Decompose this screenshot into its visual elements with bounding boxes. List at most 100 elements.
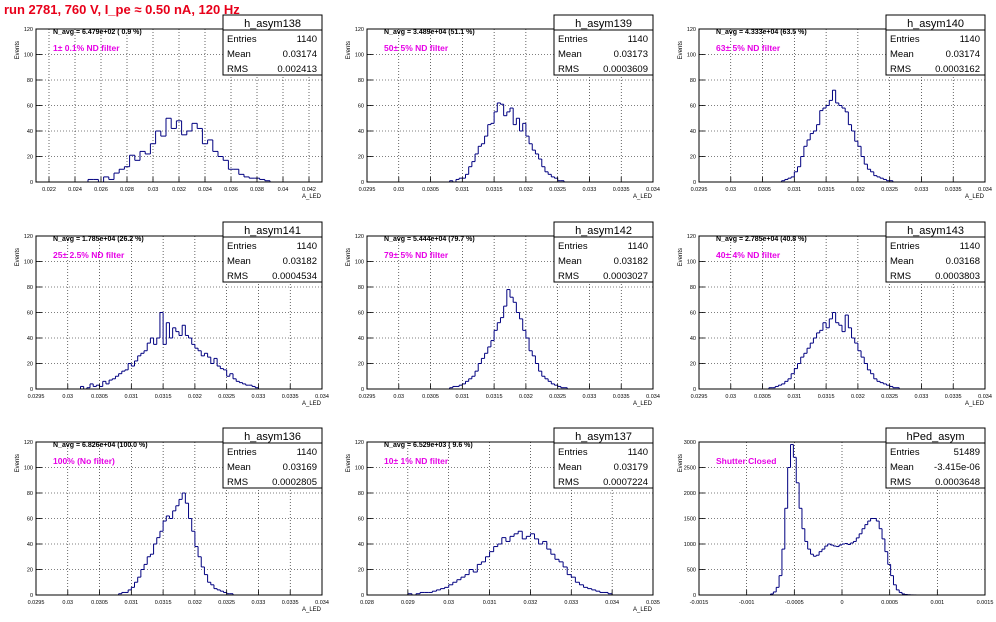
- y-tick-label: 100: [355, 53, 364, 59]
- x-tick-label: 0.0305: [91, 600, 108, 606]
- stats-row-value: 0.0003609: [603, 64, 648, 75]
- x-tick-label: 0.0295: [359, 187, 376, 193]
- y-tick-label: 80: [690, 285, 696, 291]
- stats-box: [553, 221, 654, 283]
- x-tick-label: 0.022: [42, 187, 56, 193]
- x-tick-label: 0.034: [646, 394, 660, 400]
- stats-row-label: Mean: [227, 49, 251, 60]
- y-tick-label: 60: [27, 104, 33, 110]
- stats-box: [222, 427, 323, 489]
- n-avg-label: N_avg = 5.444e+04 (79.7 %): [384, 236, 475, 243]
- stats-histogram-name: hPed_asym: [906, 431, 964, 443]
- y-tick-label: 60: [27, 311, 33, 317]
- y-tick-label: 1000: [684, 542, 696, 548]
- stats-row-label: Entries: [558, 447, 588, 458]
- run-title: run 2781, 760 V, I_pe ≈ 0.50 nA, 120 Hz: [4, 2, 240, 17]
- x-tick-label: 0.0015: [977, 600, 994, 606]
- y-tick-label: 2000: [684, 491, 696, 497]
- y-tick-label: 80: [27, 285, 33, 291]
- y-axis-title: Events: [678, 248, 684, 266]
- y-tick-label: 80: [358, 78, 364, 84]
- y-tick-label: 40: [27, 542, 33, 548]
- x-axis-title: A_LED: [965, 194, 985, 200]
- x-tick-label: 0.031: [455, 394, 469, 400]
- x-tick-label: 0.0335: [945, 394, 962, 400]
- x-tick-label: 0.0305: [91, 394, 108, 400]
- x-tick-label: 0.033: [583, 187, 597, 193]
- stats-row-value: 0.0003162: [935, 64, 980, 75]
- stats-row-label: Mean: [227, 256, 251, 267]
- x-axis-title: A_LED: [633, 401, 653, 407]
- stats-row-label: Mean: [558, 49, 582, 60]
- stats-row-value: 0.0004534: [272, 271, 317, 282]
- x-tick-label: 0.034: [646, 187, 660, 193]
- filter-label: 1± 0.1% ND filter: [53, 43, 120, 53]
- x-tick-label: 0.033: [915, 394, 929, 400]
- n-avg-label: N_avg = 3.489e+04 (51.1 %): [384, 29, 475, 36]
- stats-box: [885, 221, 986, 283]
- x-tick-label: 0.03: [443, 600, 454, 606]
- stats-row-value: 1140: [628, 447, 648, 458]
- x-axis-title: A_LED: [302, 607, 322, 613]
- n-avg-label: N_avg = 1.785e+04 (26.2 %): [53, 236, 144, 243]
- x-tick-label: 0.03: [62, 600, 73, 606]
- histogram-panel-h_asym136: 0.0295 0.03 0.0305 0.031 0.0315 0.032 0.0325 0.…: [15, 427, 329, 613]
- x-tick-label: 0.032: [519, 394, 533, 400]
- x-tick-label: 0.0305: [422, 394, 439, 400]
- x-tick-label: 0.03: [62, 394, 73, 400]
- y-tick-label: 100: [24, 260, 33, 266]
- stats-row-value: 0.03179: [614, 462, 648, 473]
- y-tick-label: 20: [27, 155, 33, 161]
- y-tick-label: 80: [358, 285, 364, 291]
- stats-row-value: 0.03174: [283, 49, 317, 60]
- x-tick-label: 0.026: [94, 187, 108, 193]
- y-tick-label: 120: [24, 27, 33, 33]
- x-tick-label: 0.031: [124, 394, 138, 400]
- x-axis-title: A_LED: [633, 194, 653, 200]
- filter-label: 100% (No filter): [53, 456, 115, 466]
- x-tick-label: 0.0335: [282, 394, 299, 400]
- y-tick-label: 1500: [684, 517, 696, 523]
- x-tick-label: 0.0325: [881, 394, 898, 400]
- n-avg-label: N_avg = 6.826e+04 (100.0 %): [53, 442, 148, 449]
- y-tick-label: 100: [687, 260, 696, 266]
- y-tick-label: 60: [690, 311, 696, 317]
- x-tick-label: 0.032: [519, 187, 533, 193]
- y-axis-title: Events: [15, 248, 21, 266]
- histogram-panel-h_asym140: 0.0295 0.03 0.0305 0.031 0.0315 0.032 0.0325 0.…: [678, 14, 992, 200]
- x-tick-label: 0.03: [725, 187, 736, 193]
- x-tick-label: 0.042: [302, 187, 316, 193]
- x-tick-label: 0: [840, 600, 843, 606]
- y-tick-label: 40: [358, 542, 364, 548]
- stats-row-label: Entries: [227, 241, 257, 252]
- x-tick-label: 0.032: [188, 600, 202, 606]
- x-tick-label: 0.001: [930, 600, 944, 606]
- x-tick-label: 0.038: [250, 187, 264, 193]
- y-tick-label: 60: [27, 517, 33, 523]
- stats-row-label: Entries: [890, 34, 920, 45]
- y-tick-label: 120: [24, 440, 33, 446]
- x-tick-label: 0.03: [148, 187, 159, 193]
- stats-histogram-name: h_asym136: [244, 431, 301, 443]
- y-axis-title: Events: [15, 454, 21, 472]
- x-tick-label: 0.0335: [282, 600, 299, 606]
- x-axis-title: A_LED: [633, 607, 653, 613]
- x-tick-label: 0.03: [393, 187, 404, 193]
- y-tick-label: 60: [358, 311, 364, 317]
- histogram-panel-h_asym137: 0.028 0.029 0.03 0.031 0.032 0.033 0.034 0.035 0…: [346, 427, 660, 613]
- stats-row-label: RMS: [227, 64, 248, 75]
- y-tick-label: 80: [690, 78, 696, 84]
- x-tick-label: 0.024: [68, 187, 82, 193]
- x-tick-label: -0.0005: [785, 600, 804, 606]
- y-tick-label: 0: [30, 387, 33, 393]
- y-tick-label: 40: [690, 129, 696, 135]
- y-tick-label: 40: [27, 336, 33, 342]
- x-tick-label: 0.035: [646, 600, 660, 606]
- x-tick-label: 0.034: [198, 187, 212, 193]
- x-tick-label: 0.0005: [881, 600, 898, 606]
- stats-row-value: 0.002413: [277, 64, 317, 75]
- y-tick-label: 0: [361, 387, 364, 393]
- x-tick-label: 0.031: [455, 187, 469, 193]
- stats-row-label: RMS: [227, 271, 248, 282]
- y-tick-label: 0: [30, 593, 33, 599]
